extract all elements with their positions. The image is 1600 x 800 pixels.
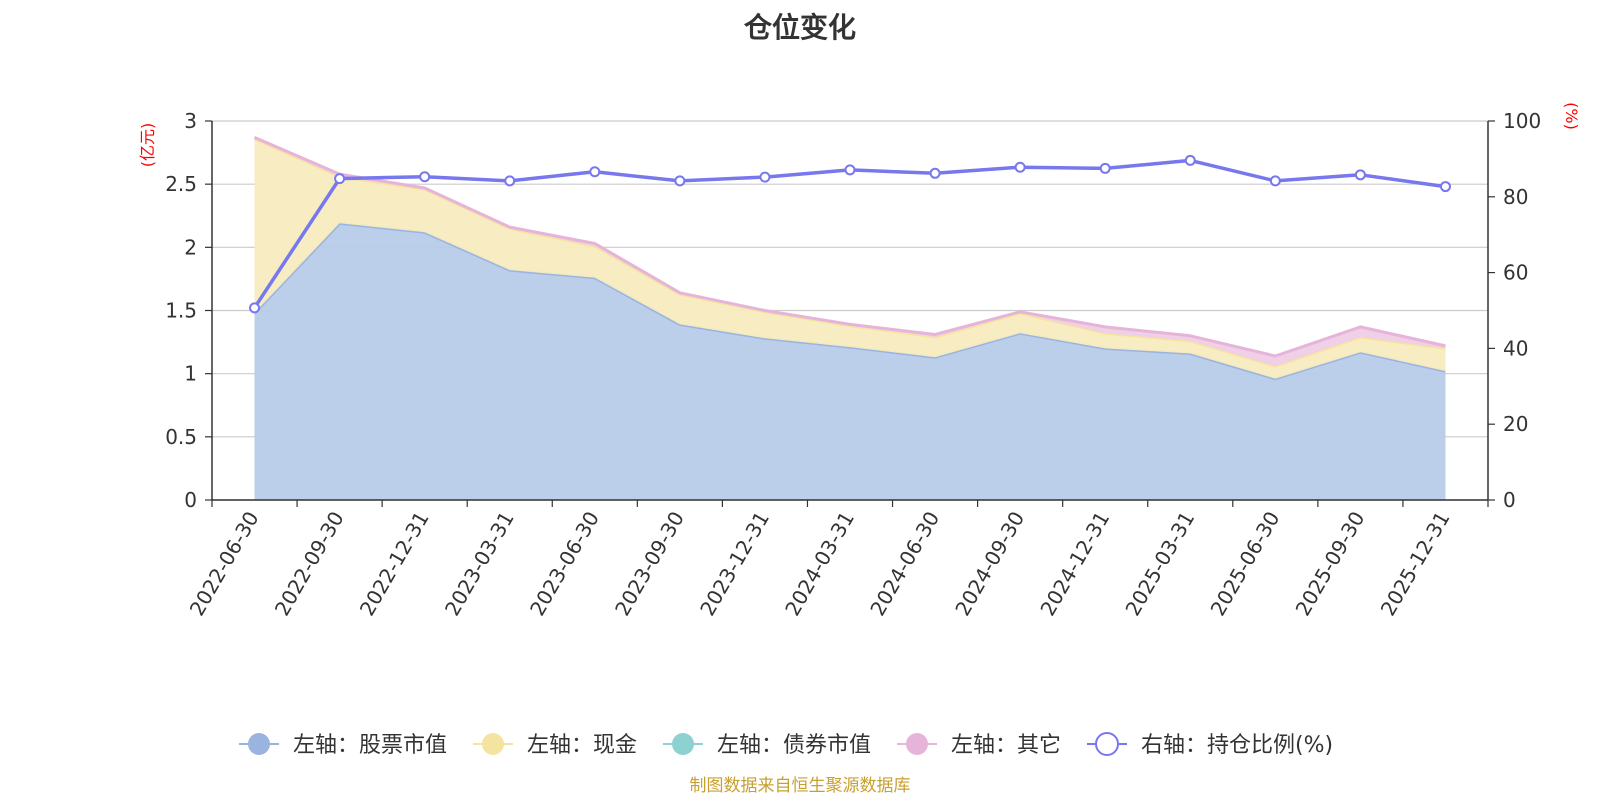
x-axis-tick-label: 2024-12-31	[1035, 507, 1114, 620]
line-point	[674, 175, 686, 187]
x-axis-tick-label: 2022-12-31	[355, 507, 434, 620]
legend-label: 左轴：其它	[951, 733, 1061, 758]
x-axis-tick-label: 2023-12-31	[695, 507, 774, 620]
line-point	[504, 175, 516, 187]
x-axis-tick-label: 2023-06-30	[525, 507, 604, 620]
legend-label: 右轴：持仓比例(%)	[1141, 733, 1333, 758]
legend-marker	[672, 733, 694, 755]
legend-item: 左轴：债券市值	[663, 733, 871, 758]
x-axis-tick-label: 2025-12-31	[1376, 507, 1455, 620]
x-axis-tick-label: 2025-09-30	[1291, 507, 1370, 620]
area-series-0	[254, 223, 1446, 501]
line-point	[334, 173, 346, 185]
source-note: 制图数据来自恒生聚源数据库	[690, 776, 911, 796]
legend-layer: 左轴：股票市值 左轴：现金 左轴：债券市值 左轴：其它 右轴：持仓比例(%)	[239, 732, 1333, 758]
right-axis-tick-label: 20	[1503, 412, 1528, 436]
line-point	[1439, 181, 1451, 193]
right-axis-tick-label: 60	[1503, 261, 1528, 285]
left-axis-tick-label: 1	[184, 362, 197, 386]
line-point	[249, 302, 261, 314]
line-point	[1099, 162, 1111, 174]
x-axis-tick-label: 2022-06-30	[185, 507, 264, 620]
line-point	[844, 164, 856, 176]
line-point	[419, 171, 431, 183]
right-axis-tick-label: 40	[1503, 336, 1528, 360]
legend-marker	[248, 733, 270, 755]
line-point	[1014, 161, 1026, 173]
line-point	[589, 166, 601, 178]
line-point	[929, 167, 941, 179]
area-series-3	[254, 137, 1446, 367]
left-axis-tick-label: 0	[184, 488, 197, 512]
legend-label: 左轴：债券市值	[717, 733, 871, 758]
x-axis-tick-label: 2025-03-31	[1120, 507, 1199, 620]
area-edge-series-3	[253, 136, 1446, 358]
left-axis-tick-label: 0.5	[165, 425, 197, 449]
left-axis-unit-label: (亿元)	[138, 123, 157, 168]
legend-label: 左轴：股票市值	[293, 733, 447, 758]
line-point	[1354, 169, 1366, 181]
x-axis-tick-label: 2024-06-30	[865, 507, 944, 620]
area-series-1	[254, 138, 1446, 379]
legend-label: 左轴：现金	[527, 733, 637, 758]
right-axis-unit-label: (%)	[1562, 102, 1581, 130]
legend-item: 左轴：其它	[897, 733, 1061, 758]
x-axis-tick-label: 2025-06-30	[1206, 507, 1285, 620]
x-axis-tick-label: 2023-03-31	[440, 507, 519, 620]
line-point	[759, 171, 771, 183]
x-axis-tick-label: 2024-09-30	[950, 507, 1029, 620]
x-axis-tick-label: 2022-09-30	[270, 507, 349, 620]
x-axis-tick-label: 2024-03-31	[780, 507, 859, 620]
left-axis-tick-label: 2	[184, 235, 197, 259]
left-axis-tick-label: 1.5	[165, 299, 197, 323]
line-point	[1269, 175, 1281, 187]
right-axis-tick-label: 0	[1503, 488, 1516, 512]
line-point	[1184, 154, 1196, 166]
area-layer	[253, 136, 1446, 501]
legend-marker	[1095, 732, 1119, 756]
right-axis-tick-label: 100	[1503, 109, 1541, 133]
line-layer	[249, 154, 1451, 314]
legend-item: 左轴：现金	[473, 733, 637, 758]
x-axis-tick-label: 2023-09-30	[610, 507, 689, 620]
right-axis-tick-label: 80	[1503, 185, 1528, 209]
chart-title: 仓位变化	[743, 11, 856, 44]
left-axis-tick-label: 3	[184, 109, 197, 133]
legend-marker	[906, 733, 928, 755]
legend-item: 右轴：持仓比例(%)	[1087, 732, 1333, 758]
legend-item: 左轴：股票市值	[239, 733, 447, 758]
left-axis-tick-label: 2.5	[165, 172, 197, 196]
legend-marker	[482, 733, 504, 755]
